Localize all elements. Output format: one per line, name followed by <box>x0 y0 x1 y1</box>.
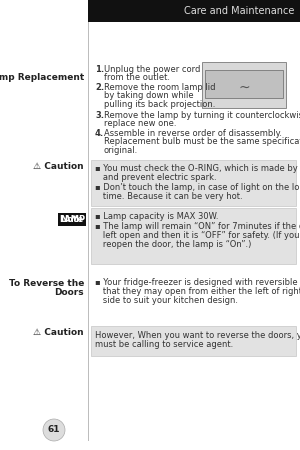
Text: Doors: Doors <box>54 288 84 297</box>
Text: LAMP: LAMP <box>59 215 85 224</box>
Bar <box>202 62 286 108</box>
Text: ▪ Don’t touch the lamp, in case of light on the long: ▪ Don’t touch the lamp, in case of light… <box>95 183 300 192</box>
Text: 4.: 4. <box>95 129 104 138</box>
Text: ~: ~ <box>238 81 250 95</box>
Text: that they may open from either the left of right hand: that they may open from either the left … <box>95 287 300 296</box>
Circle shape <box>43 419 65 441</box>
Text: from the outlet.: from the outlet. <box>104 73 170 82</box>
Text: To Reverse the: To Reverse the <box>9 279 84 288</box>
Bar <box>205 70 283 98</box>
Text: ▪ You must check the O-RING, which is made by rubber: ▪ You must check the O-RING, which is ma… <box>95 164 300 173</box>
Text: left open and then it is “OFF” for safety. (If you: left open and then it is “OFF” for safet… <box>95 231 299 240</box>
Text: and prevent electric spark.: and prevent electric spark. <box>95 173 217 182</box>
Text: pulling its back projection.: pulling its back projection. <box>104 100 215 109</box>
Text: Assemble in reverse order of disassembly.: Assemble in reverse order of disassembly… <box>104 129 282 138</box>
Text: 2.: 2. <box>95 83 104 92</box>
Bar <box>91 208 296 264</box>
Text: ▪ The lamp will remain “ON” for 7minutes if the door is: ▪ The lamp will remain “ON” for 7minutes… <box>95 222 300 231</box>
Text: ▪ Your fridge-freezer is designed with reversible doors, do: ▪ Your fridge-freezer is designed with r… <box>95 278 300 287</box>
Text: ⚠ Caution: ⚠ Caution <box>33 328 84 337</box>
Text: reopen the door, the lamp is “On”.): reopen the door, the lamp is “On”.) <box>95 240 251 249</box>
Bar <box>88 0 300 22</box>
Text: time. Because it can be very hot.: time. Because it can be very hot. <box>95 192 243 201</box>
Text: Remove the lamp by turning it counterclockwise and: Remove the lamp by turning it counterclo… <box>104 111 300 120</box>
Text: 1.: 1. <box>95 65 104 74</box>
Bar <box>91 160 296 206</box>
Text: original.: original. <box>104 146 138 155</box>
Text: by taking down while: by taking down while <box>104 91 194 100</box>
Text: ▪ Lamp capacity is MAX 30W.: ▪ Lamp capacity is MAX 30W. <box>95 212 218 221</box>
Text: 3.: 3. <box>95 111 104 120</box>
Text: ⚠ Caution: ⚠ Caution <box>33 162 84 171</box>
Text: However, When you want to reverse the doors, you: However, When you want to reverse the do… <box>95 331 300 340</box>
Bar <box>58 213 86 226</box>
Text: must be calling to service agent.: must be calling to service agent. <box>95 340 233 349</box>
Text: Lamp Replacement: Lamp Replacement <box>0 73 84 82</box>
Text: side to suit your kitchen design.: side to suit your kitchen design. <box>95 296 238 305</box>
Text: Note: Note <box>60 215 84 224</box>
Bar <box>91 326 296 356</box>
Text: 61: 61 <box>48 426 60 435</box>
Text: Care and Maintenance: Care and Maintenance <box>184 6 294 16</box>
Text: Unplug the power cord: Unplug the power cord <box>104 65 200 74</box>
Text: Replacement bulb must be the same specification as: Replacement bulb must be the same specif… <box>104 138 300 147</box>
Text: replace new one.: replace new one. <box>104 120 176 129</box>
Text: Remove the room lamp lid: Remove the room lamp lid <box>104 83 215 92</box>
